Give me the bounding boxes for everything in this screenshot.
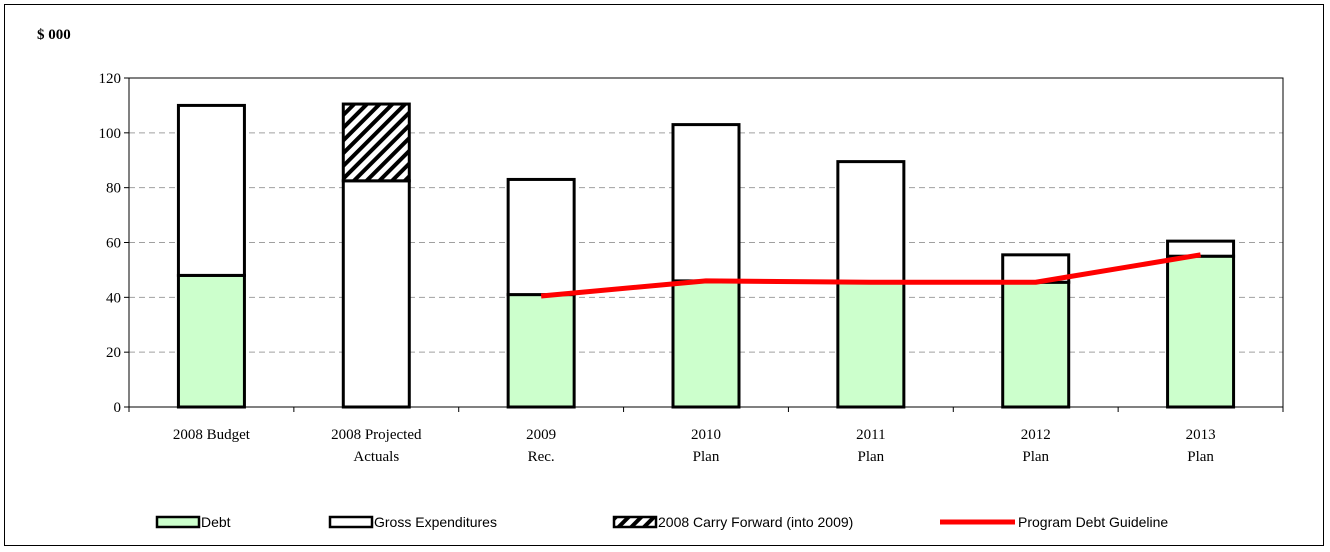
- bar-chart: $ 000 0 20 40 60 80 100 120 2008 Budget 2008 Pro…: [37, 27, 1284, 530]
- bar-gross-expenditures: [836, 160, 906, 284]
- y-tick-label: 100: [99, 126, 122, 142]
- x-tick-label: Plan: [1187, 449, 1214, 465]
- x-tick-label: 2010: [691, 427, 721, 443]
- legend-label: Debt: [201, 514, 231, 530]
- x-tick-label: Rec.: [528, 449, 555, 465]
- bar-debt: [1166, 254, 1236, 409]
- y-tick-label: 60: [106, 236, 121, 252]
- legend-swatch: [328, 515, 374, 529]
- legend-label: Gross Expenditures: [374, 514, 497, 530]
- guideline-series: [540, 252, 1201, 299]
- x-tick-label: Plan: [693, 449, 720, 465]
- bar-debt: [836, 280, 906, 409]
- bar-gross-expenditures: [671, 123, 741, 283]
- y-tick-label: 20: [106, 345, 121, 361]
- bar-debt: [506, 293, 576, 409]
- program-debt-guideline-line: [540, 252, 1201, 299]
- y-tick-label: 0: [114, 400, 122, 416]
- legend-swatch: [155, 515, 201, 529]
- x-tick-label: 2012: [1021, 427, 1051, 443]
- y-tick-label: 120: [99, 71, 122, 87]
- bar-gross-expenditures: [341, 179, 411, 409]
- x-tick-label: Actuals: [353, 449, 399, 465]
- tick-labels: 0 20 40 60 80 100 120 2008 Budget 2008 Projected…: [99, 71, 1216, 465]
- y-tick-label: 40: [106, 290, 121, 306]
- bar-debt: [671, 279, 741, 409]
- legend-label: 2008 Carry Forward (into 2009): [658, 514, 853, 530]
- legend-swatch: [612, 515, 658, 529]
- x-tick-label: 2011: [856, 427, 885, 443]
- bar-gross-expenditures: [176, 103, 246, 277]
- x-tick-label: 2009: [526, 427, 556, 443]
- legend: Debt Gross Expenditures 2008 Carry Forward…: [155, 514, 1168, 530]
- bars: [176, 102, 1236, 409]
- x-tick-label: Plan: [1022, 449, 1049, 465]
- chart-frame: $ 000 0 20 40 60 80 100 120 2008 Budget 2008 Pro…: [4, 4, 1324, 546]
- unit-label: $ 000: [37, 27, 71, 43]
- legend-label: Program Debt Guideline: [1018, 514, 1168, 530]
- x-tick-label: Plan: [858, 449, 885, 465]
- gridlines: [129, 132, 1283, 353]
- bar-2008-carry-forward-into-2009: [341, 102, 411, 183]
- x-tick-label: 2013: [1186, 427, 1216, 443]
- bar-gross-expenditures: [506, 177, 576, 297]
- bar-gross-expenditures: [1166, 239, 1236, 258]
- bar-debt: [1001, 280, 1071, 409]
- x-tick-label: 2008 Budget: [173, 427, 251, 443]
- x-tick-label: 2008 Projected: [331, 427, 422, 443]
- bar-debt: [176, 273, 246, 409]
- axes: [124, 77, 1284, 412]
- y-tick-label: 80: [106, 181, 121, 197]
